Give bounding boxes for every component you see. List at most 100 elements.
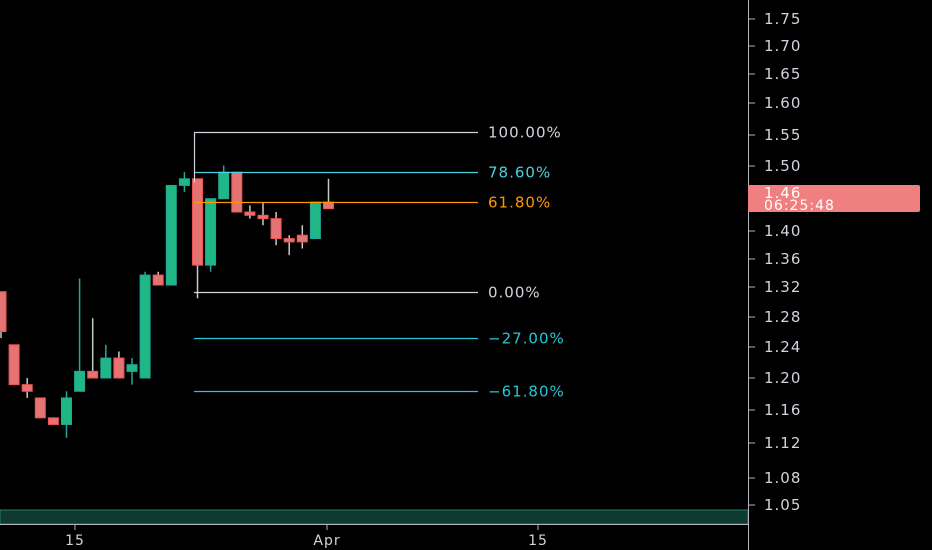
fib-label: 100.00% xyxy=(488,124,562,142)
candle-down xyxy=(283,235,295,256)
candle-body xyxy=(309,201,321,240)
candle-up xyxy=(100,344,112,379)
candle-body xyxy=(231,171,243,213)
price-tick-label: 1.55 xyxy=(764,126,801,144)
price-tick: 1.70 xyxy=(748,37,801,55)
bar-countdown-label: 06:25:48 xyxy=(764,198,835,214)
candle-body xyxy=(139,274,151,379)
fib-level[interactable]: −61.80% xyxy=(194,383,565,401)
candle-body xyxy=(244,211,256,216)
current-price-badge[interactable]: 1.46 06:25:48 xyxy=(748,184,920,214)
time-axis[interactable]: 15 Apr 15 xyxy=(65,524,548,549)
fib-level[interactable]: −27.00% xyxy=(194,330,565,348)
fib-level[interactable]: 100.00% xyxy=(194,124,562,142)
candle-body xyxy=(8,344,20,386)
candle-body xyxy=(165,184,177,286)
candle-down xyxy=(296,225,308,249)
price-tick-label: 1.24 xyxy=(764,338,801,356)
candle-up xyxy=(61,391,72,438)
fib-label: 0.00% xyxy=(488,284,541,302)
candle-down xyxy=(152,271,164,286)
fibonacci-retracement[interactable]: 100.00% 78.60% 61.80% 0.00% −27.00% −61.80% xyxy=(193,124,565,401)
candle-body xyxy=(283,238,295,243)
candle-down xyxy=(87,318,99,379)
candle-body xyxy=(113,357,125,379)
candle-down xyxy=(192,178,203,299)
candle-body xyxy=(270,218,282,240)
fib-label: 61.80% xyxy=(488,194,551,212)
candle-up xyxy=(74,278,86,392)
candle-down xyxy=(47,417,59,425)
fib-label: −61.80% xyxy=(488,383,565,401)
candle-down xyxy=(270,212,282,246)
price-tick: 1.12 xyxy=(748,434,801,452)
price-tick: 1.65 xyxy=(748,65,801,83)
candle-body xyxy=(61,397,72,425)
candle-down xyxy=(8,344,20,386)
fib-level[interactable]: 78.60% xyxy=(194,164,551,182)
price-tick-label: 1.65 xyxy=(764,65,801,83)
price-axis[interactable]: 1.75 1.70 1.65 1.60 1.55 1.50 1.40 1.36 xyxy=(748,10,801,514)
price-tick: 1.08 xyxy=(748,469,801,487)
candle-body xyxy=(192,178,203,266)
price-tick: 1.32 xyxy=(748,278,801,296)
candle-up xyxy=(309,201,321,240)
fib-label: 78.60% xyxy=(488,164,551,182)
price-tick-label: 1.20 xyxy=(764,369,801,387)
current-price-label: 1.46 xyxy=(764,184,801,202)
candle-up xyxy=(139,271,151,379)
price-tick-label: 1.05 xyxy=(764,496,801,514)
price-tick: 1.24 xyxy=(748,338,801,356)
time-tick-label: 15 xyxy=(65,533,85,549)
candle-down xyxy=(113,351,125,379)
candle-body xyxy=(178,178,190,186)
fib-label: −27.00% xyxy=(488,330,565,348)
candles-layer xyxy=(0,165,334,438)
volume-band xyxy=(0,509,749,525)
price-tick-label: 1.50 xyxy=(764,157,801,175)
candle-body xyxy=(21,384,33,392)
candle-body xyxy=(218,171,230,200)
candle-body xyxy=(74,370,86,392)
time-tick: 15 xyxy=(65,524,85,549)
price-tick-label: 1.36 xyxy=(764,250,801,268)
candle-body xyxy=(126,364,138,372)
price-tick: 1.55 xyxy=(748,126,801,144)
candle-body xyxy=(34,397,46,419)
price-tick-label: 1.08 xyxy=(764,469,801,487)
price-tick: 1.05 xyxy=(748,496,801,514)
candle-down xyxy=(0,291,7,339)
price-tick-label: 1.75 xyxy=(764,10,801,28)
price-tick-label: 1.70 xyxy=(764,37,801,55)
price-tick-label: 1.40 xyxy=(764,222,801,240)
time-tick-label: 15 xyxy=(528,533,548,549)
time-tick: Apr xyxy=(313,524,340,549)
candle-body xyxy=(257,214,269,220)
fib-level[interactable]: 61.80% xyxy=(194,194,551,212)
price-tick: 1.36 xyxy=(748,250,801,268)
price-tick-label: 1.28 xyxy=(764,308,801,326)
price-tick: 1.60 xyxy=(748,94,800,112)
price-tick: 1.40 xyxy=(748,222,801,240)
candle-body xyxy=(0,291,7,333)
candle-body xyxy=(47,417,59,425)
time-tick-label: Apr xyxy=(313,533,340,549)
candle-up xyxy=(205,198,217,272)
candle-down xyxy=(34,397,46,419)
price-tick: 1.20 xyxy=(748,369,801,387)
candle-down xyxy=(257,202,269,226)
candle-body xyxy=(100,357,112,379)
candle-up xyxy=(178,172,190,193)
price-tick-label: 1.32 xyxy=(764,278,801,296)
candle-down xyxy=(244,205,256,219)
candle-up xyxy=(126,358,138,385)
price-tick: 1.28 xyxy=(748,308,801,326)
candle-body xyxy=(152,274,164,286)
price-tick-label: 1.12 xyxy=(764,434,801,452)
candle-body xyxy=(296,234,308,243)
fib-level[interactable]: 0.00% xyxy=(194,284,541,302)
price-tick: 1.16 xyxy=(748,401,800,419)
current-price-badge-bg xyxy=(748,185,920,212)
price-tick: 1.50 xyxy=(748,157,801,175)
